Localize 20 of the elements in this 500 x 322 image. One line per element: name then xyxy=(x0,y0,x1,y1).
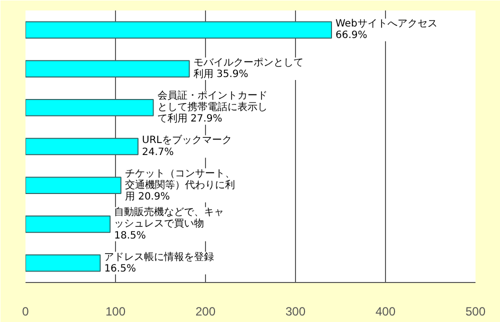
data-label: 自動販売機などで、キャッシュレスで買い物 18.5% xyxy=(114,206,224,242)
bar xyxy=(26,98,154,116)
bar xyxy=(26,176,122,194)
data-label: モバイルクーポンとして利用 35.9% xyxy=(193,58,304,80)
data-label: 会員証・ポイントカードとして携帯電話に表示して利用 27.9% xyxy=(157,90,268,125)
data-label: チケット（コンサート、交通機関等）代わりに利用 20.9% xyxy=(124,168,235,202)
data-label: Webサイトへアクセス 66.9% xyxy=(336,18,438,42)
bar xyxy=(26,216,111,233)
x-tick-label: 300 xyxy=(285,304,306,318)
x-tick-label: 500 xyxy=(465,304,486,318)
data-label: URLをブックマーク 24.7% xyxy=(142,134,232,158)
x-tick-label: 400 xyxy=(375,304,396,318)
bar xyxy=(26,254,101,272)
bar xyxy=(26,138,138,156)
x-tick-label: 200 xyxy=(195,304,216,318)
data-label: アドレス帳に情報を登録 16.5% xyxy=(104,250,214,274)
x-tick-label: 100 xyxy=(105,304,126,318)
bar xyxy=(26,60,190,78)
bar xyxy=(26,21,332,39)
x-tick-label: 0 xyxy=(22,304,30,318)
